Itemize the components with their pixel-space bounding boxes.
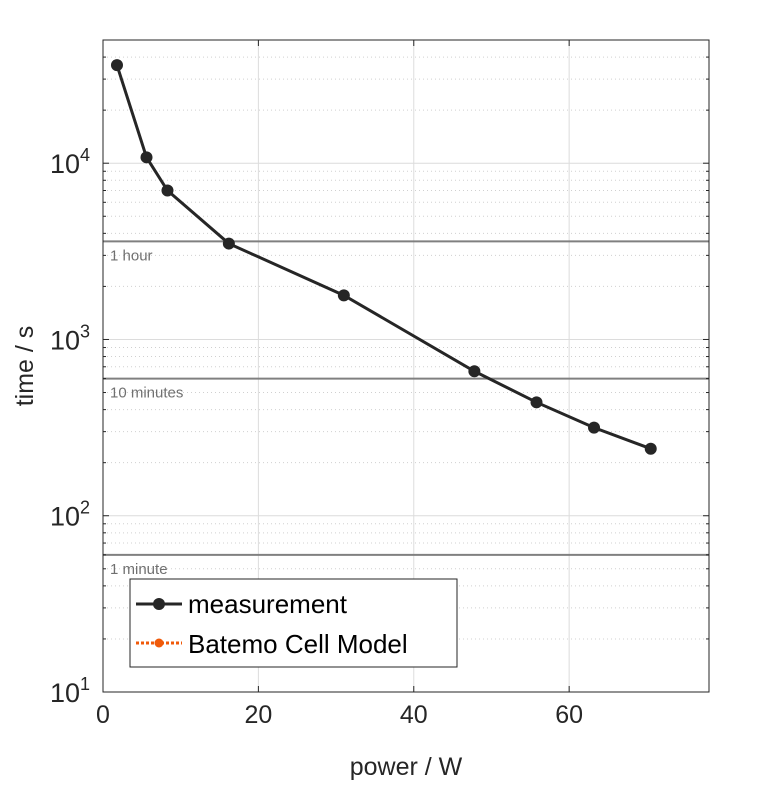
reference-lines: 1 hour 10 minutes 1 minute bbox=[103, 240, 709, 578]
x-tick-label: 40 bbox=[400, 701, 428, 729]
data-point bbox=[530, 396, 543, 409]
data-point bbox=[644, 442, 657, 455]
data-point bbox=[161, 184, 174, 197]
x-tick-label: 0 bbox=[96, 701, 110, 729]
data-point bbox=[140, 151, 153, 164]
series bbox=[110, 59, 657, 455]
y-tick-label: 101 bbox=[50, 674, 90, 708]
legend-box bbox=[129, 578, 458, 668]
data-point bbox=[222, 237, 235, 250]
reference-line-label: 1 hour bbox=[110, 247, 153, 264]
data-point bbox=[337, 289, 350, 302]
data-point bbox=[588, 421, 601, 434]
data-point bbox=[110, 59, 123, 72]
plot-frame bbox=[102, 39, 710, 693]
ticks: 0 20 40 60 101 102 103 104 bbox=[50, 39, 709, 729]
series-line bbox=[115, 64, 652, 451]
x-tick-label: 60 bbox=[555, 701, 583, 729]
y-tick-label: 104 bbox=[50, 145, 90, 179]
y-axis-label: time / s bbox=[11, 326, 39, 407]
reference-line-label: 10 minutes bbox=[110, 385, 183, 402]
x-tick-label: 20 bbox=[244, 701, 272, 729]
legend-label-batemo: Batemo Cell Model bbox=[188, 629, 408, 659]
reference-line-label: 1 minute bbox=[110, 561, 168, 578]
legend: measurement Batemo Cell Model bbox=[129, 578, 458, 668]
legend-label-measurement: measurement bbox=[188, 589, 348, 619]
y-tick-label: 103 bbox=[50, 321, 90, 355]
y-tick-label: 102 bbox=[50, 498, 90, 532]
legend-marker-batemo bbox=[154, 638, 164, 648]
x-axis-label: power / W bbox=[350, 753, 463, 781]
data-point bbox=[468, 365, 481, 378]
legend-marker-measurement bbox=[153, 598, 165, 610]
